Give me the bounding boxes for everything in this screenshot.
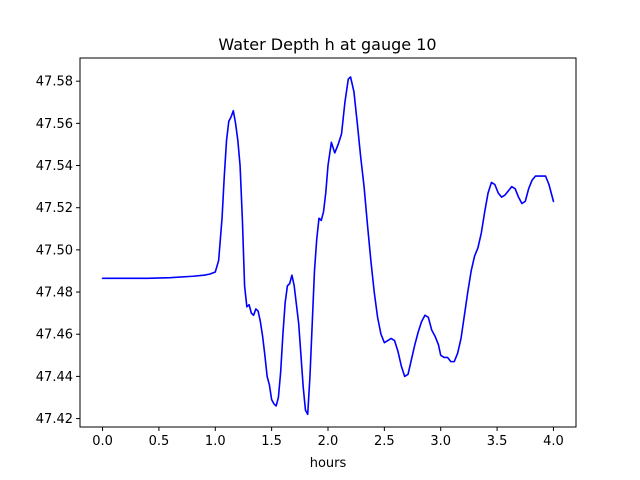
x-tick-label: 2.0 — [318, 434, 339, 449]
y-axis-ticks: 47.42 47.44 47.46 47.48 47.50 47.52 47.54 47.56… — [36, 75, 80, 427]
series-layer — [101, 76, 555, 416]
y-tick-label: 47.52 — [36, 201, 73, 216]
x-tick-label: 3.5 — [487, 434, 508, 449]
y-tick-label: 47.56 — [36, 117, 73, 132]
y-tick-label: 47.46 — [36, 328, 73, 343]
y-tick-label: 47.50 — [36, 243, 73, 258]
x-tick-label: 0.0 — [92, 434, 113, 449]
x-axis-label: hours — [310, 456, 347, 471]
chart-title: Water Depth h at gauge 10 — [218, 35, 436, 54]
y-tick-label: 47.48 — [36, 286, 73, 301]
y-tick-label: 47.44 — [36, 370, 73, 385]
y-tick-label: 47.58 — [36, 75, 73, 90]
x-axis-ticks: 0.0 0.5 1.0 1.5 2.0 2.5 3.0 3.5 4.0 — [92, 427, 564, 449]
x-tick-label: 1.5 — [261, 434, 282, 449]
x-tick-label: 1.0 — [205, 434, 226, 449]
x-tick-label: 0.5 — [149, 434, 170, 449]
plot-area-frame — [79, 57, 577, 428]
x-tick-label: 3.0 — [430, 434, 451, 449]
series-line — [101, 76, 555, 416]
x-tick-label: 4.0 — [543, 434, 564, 449]
y-tick-label: 47.54 — [36, 159, 73, 174]
y-tick-label: 47.42 — [36, 412, 73, 427]
x-tick-label: 2.5 — [374, 434, 395, 449]
